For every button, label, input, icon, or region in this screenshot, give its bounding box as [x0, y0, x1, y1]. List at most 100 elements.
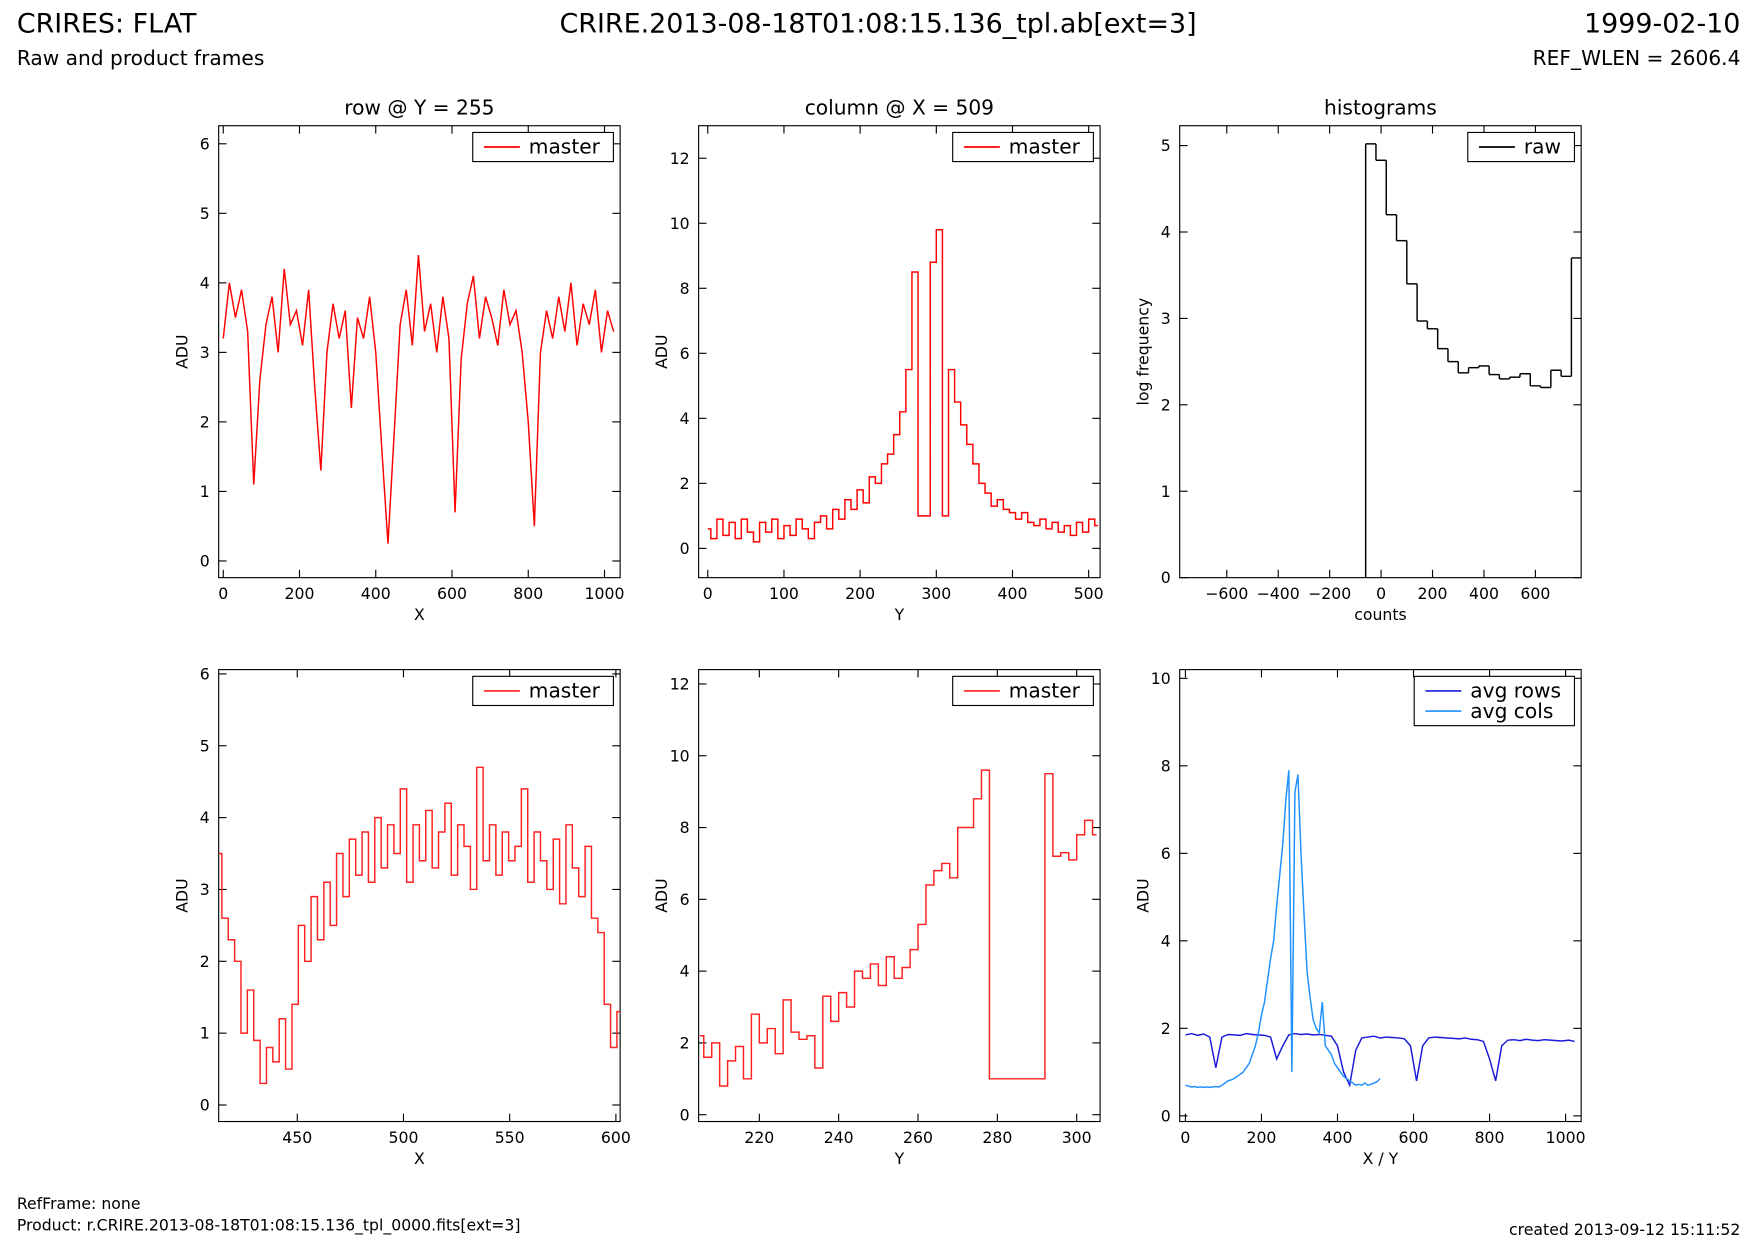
y-tick-label: 8: [680, 818, 690, 837]
y-tick-label: 1: [200, 1024, 210, 1043]
header-subtitle: Raw and product frames: [17, 46, 265, 70]
legend: master: [472, 675, 614, 707]
header-title: CRIRES: FLAT: [17, 9, 197, 40]
x-tick-label: 400: [1323, 1128, 1353, 1147]
x-tick-label: 240: [824, 1128, 854, 1147]
x-tick-label: 550: [495, 1128, 525, 1147]
plot-frame: [1179, 125, 1582, 579]
y-tick-label: 10: [670, 214, 690, 233]
panel: column @ X = 509 Y ADU 0 100 200 300 400 500 0 2 4 6…: [652, 96, 1103, 625]
x-tick-label: 800: [513, 584, 543, 603]
x-tick-label: 200: [1246, 1128, 1276, 1147]
y-axis-label: ADU: [172, 335, 191, 369]
panel: row @ Y = 255 X ADU 0 200 400 600 800 1000 0 1 2 3 4 5…: [172, 96, 624, 625]
panel-title: row @ Y = 255: [344, 96, 494, 120]
y-tick-label: 6: [200, 665, 210, 684]
y-tick-label: 2: [680, 1034, 690, 1053]
x-axis-label: Y: [894, 605, 905, 624]
x-tick-label: 280: [982, 1128, 1012, 1147]
footer-ref-frame: RefFrame: none: [17, 1194, 141, 1213]
x-tick-label: 600: [1399, 1128, 1429, 1147]
x-tick-label: 200: [845, 584, 875, 603]
data-line: [699, 769, 1097, 1087]
x-tick-label: −200: [1308, 584, 1351, 603]
y-tick-label: 5: [200, 204, 210, 223]
y-tick-label: 2: [1161, 395, 1171, 414]
x-tick-label: 0: [1180, 1128, 1190, 1147]
y-tick-label: 0: [200, 552, 210, 571]
plot-frame: [698, 125, 1101, 579]
y-tick-label: 0: [680, 1105, 690, 1124]
x-tick-label: 450: [282, 1128, 312, 1147]
y-tick-label: 12: [670, 675, 690, 694]
data-line: [1185, 770, 1381, 1089]
plot-area: [222, 254, 615, 544]
y-axis-label: ADU: [1133, 878, 1152, 912]
y-tick-label: 0: [200, 1096, 210, 1115]
x-axis-label: X: [414, 1149, 425, 1168]
x-tick-label: 1000: [1546, 1128, 1586, 1147]
y-tick-label: 1: [1161, 482, 1171, 501]
plot-frame: [1179, 669, 1582, 1123]
x-tick-label: 500: [1074, 584, 1104, 603]
legend-label: master: [1009, 135, 1081, 159]
legend: master: [472, 131, 614, 163]
y-axis-label: log frequency: [1133, 298, 1152, 406]
y-tick-label: 12: [670, 149, 690, 168]
y-tick-label: 6: [200, 134, 210, 153]
panel: Y ADU 220 240 260 280 300 0 2 4 6 8 10 12 master: [652, 669, 1101, 1168]
y-tick-label: 4: [1161, 931, 1171, 950]
y-tick-label: 0: [680, 539, 690, 558]
plot-frame: [698, 669, 1101, 1123]
x-tick-label: 400: [1469, 584, 1499, 603]
x-tick-label: 400: [998, 584, 1028, 603]
y-tick-label: 2: [1161, 1019, 1171, 1038]
header-ref-wlen: REF_WLEN = 2606.4: [1533, 46, 1741, 70]
x-tick-label: 600: [437, 584, 467, 603]
x-tick-label: 300: [921, 584, 951, 603]
x-tick-label: 1000: [585, 584, 625, 603]
x-tick-label: 500: [388, 1128, 418, 1147]
panel-title: histograms: [1324, 96, 1437, 120]
data-line: [222, 254, 615, 544]
legend-label: master: [1009, 679, 1081, 703]
header-date: 1999-02-10: [1584, 9, 1740, 40]
footer-created: created 2013-09-12 15:11:52: [1509, 1220, 1740, 1239]
x-tick-label: 200: [1418, 584, 1448, 603]
data-line: [218, 766, 621, 1085]
legend-label: raw: [1524, 135, 1561, 159]
y-tick-label: 0: [1161, 1106, 1171, 1125]
x-axis-label: counts: [1354, 605, 1406, 624]
plot-area: [1364, 143, 1582, 578]
legend-label: master: [529, 679, 601, 703]
legend: master: [952, 131, 1094, 163]
y-tick-label: 4: [1161, 223, 1171, 242]
y-tick-label: 3: [200, 880, 210, 899]
data-line: [1185, 1032, 1575, 1088]
x-tick-label: −400: [1257, 584, 1300, 603]
y-tick-label: 8: [1161, 756, 1171, 775]
legend: raw: [1467, 131, 1576, 163]
y-tick-label: 4: [680, 409, 690, 428]
y-tick-label: 3: [200, 343, 210, 362]
y-tick-label: 5: [1161, 136, 1171, 155]
y-tick-label: 4: [200, 273, 210, 292]
panel-title: column @ X = 509: [805, 96, 994, 120]
x-tick-label: 200: [285, 584, 315, 603]
legend-label: avg cols: [1470, 699, 1553, 723]
x-tick-label: 400: [361, 584, 391, 603]
plot-area: [707, 229, 1098, 543]
y-tick-label: 6: [680, 344, 690, 363]
footer-product: Product: r.CRIRE.2013-08-18T01:08:15.136…: [17, 1215, 521, 1235]
y-tick-label: 8: [680, 279, 690, 298]
x-tick-label: 0: [703, 584, 713, 603]
y-tick-label: 1: [200, 482, 210, 501]
y-tick-label: 6: [680, 890, 690, 909]
legend-box: [1413, 675, 1576, 727]
x-axis-label: X: [414, 605, 425, 624]
data-line: [707, 229, 1098, 543]
x-tick-label: 0: [218, 584, 228, 603]
y-tick-label: 2: [680, 474, 690, 493]
legend-label: avg rows: [1470, 679, 1561, 703]
